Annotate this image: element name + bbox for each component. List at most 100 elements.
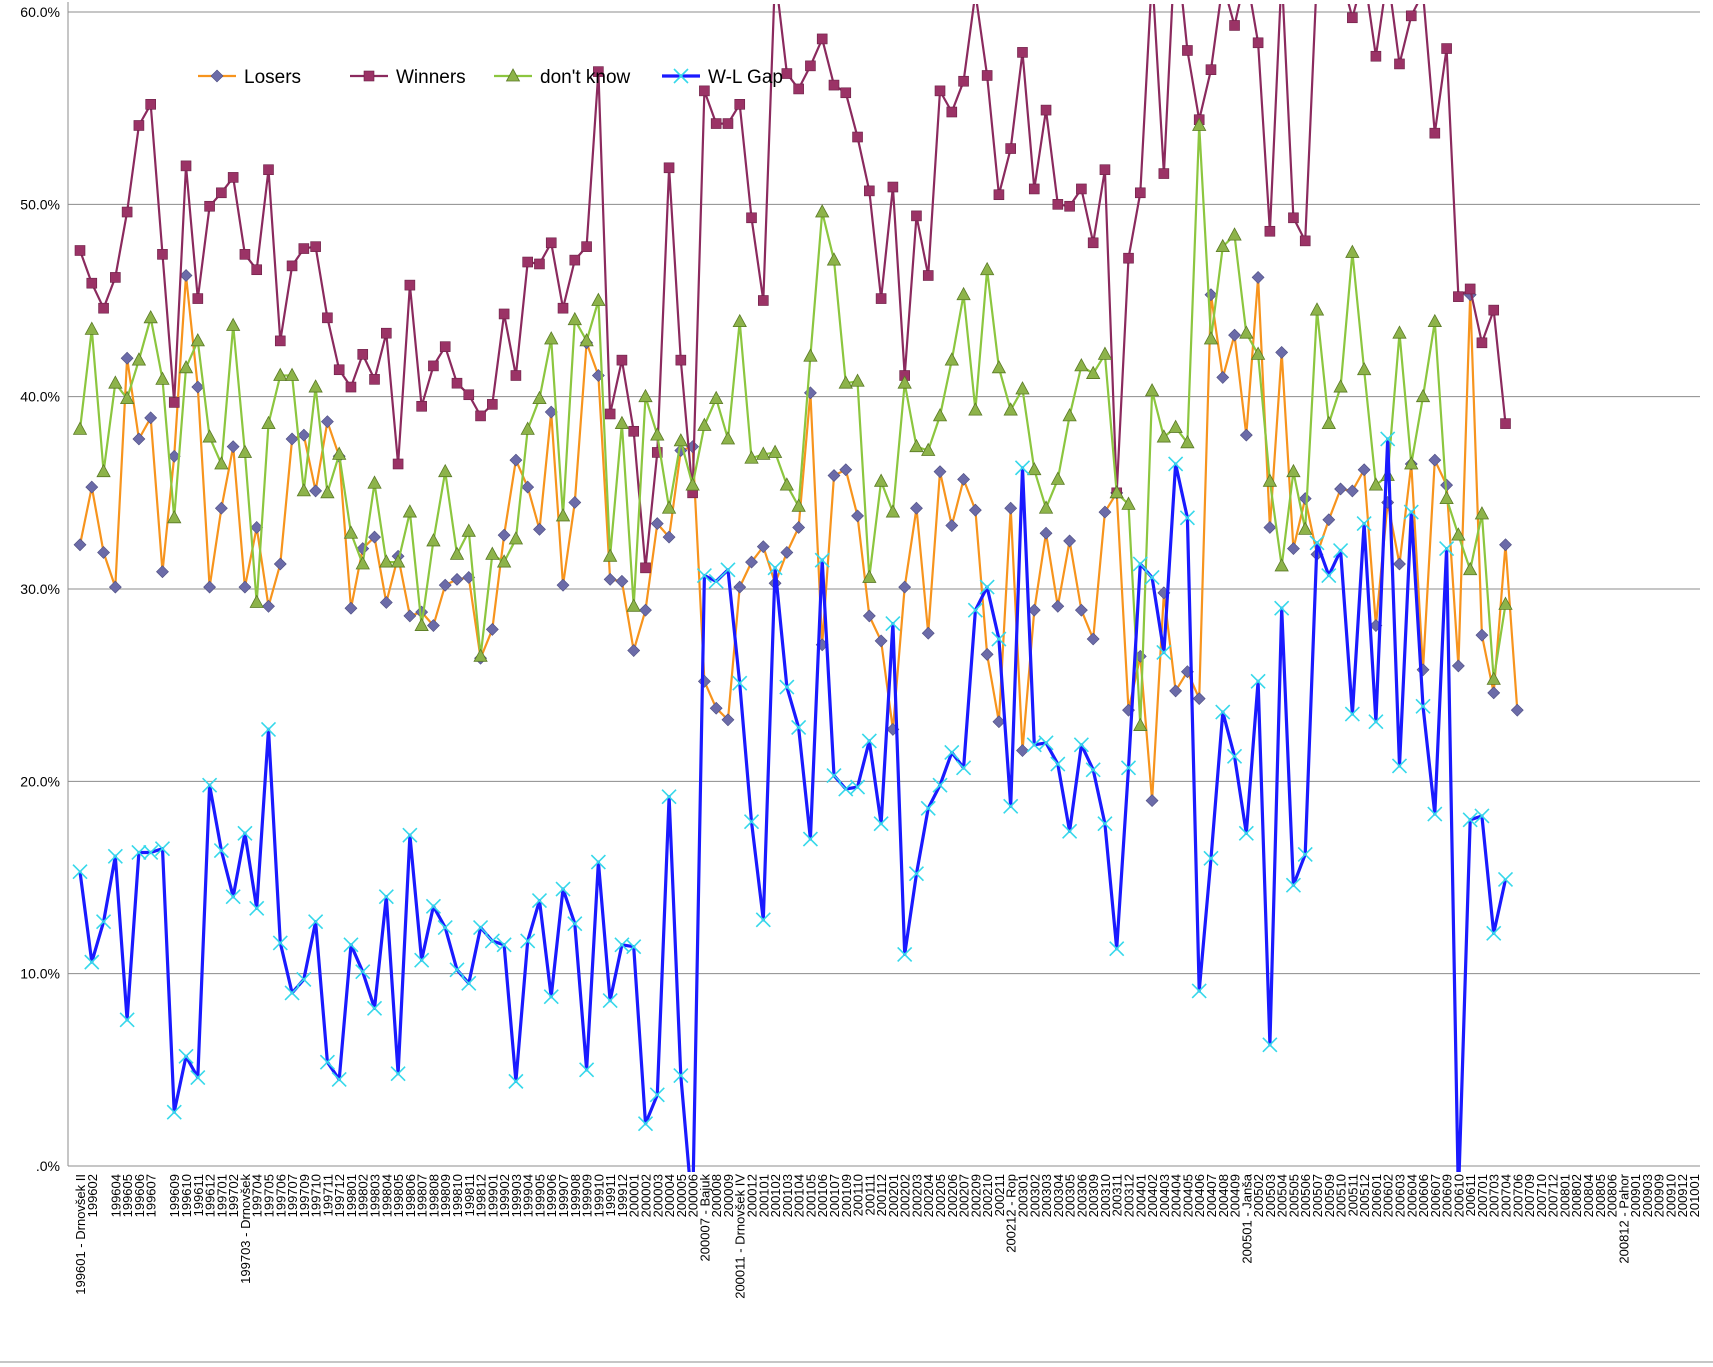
x-tick-label: 200306 <box>1074 1174 1089 1217</box>
x-tick-label: 199806 <box>403 1174 418 1217</box>
data-point <box>1050 471 1065 485</box>
x-tick-label: 199711 <box>320 1174 335 1216</box>
x-tick-label: 200503 <box>1263 1174 1278 1217</box>
data-point <box>968 503 982 517</box>
data-point <box>274 335 286 347</box>
data-point <box>272 935 288 951</box>
data-point <box>1120 760 1137 776</box>
x-tick-label: 200102 <box>768 1174 783 1217</box>
data-point <box>461 523 476 537</box>
data-point <box>921 626 935 640</box>
data-point <box>496 937 512 953</box>
data-point <box>581 241 592 252</box>
x-tick-label: 200806 <box>1605 1174 1620 1217</box>
x-tick-label: 199904 <box>521 1174 536 1217</box>
data-point <box>1074 358 1089 372</box>
x-tick-label: 199801 <box>344 1174 359 1217</box>
data-point <box>108 580 122 594</box>
data-point <box>897 946 913 962</box>
data-point <box>826 767 842 784</box>
data-point <box>225 889 241 905</box>
data-point <box>696 567 712 584</box>
x-tick-label: 200506 <box>1298 1174 1313 1217</box>
data-point <box>1428 453 1442 467</box>
data-point <box>908 866 925 882</box>
data-point <box>1005 143 1017 154</box>
data-point <box>260 721 277 737</box>
x-tick-label: 200003 <box>650 1174 665 1217</box>
data-point <box>284 985 300 1001</box>
data-point <box>685 477 700 491</box>
data-point <box>803 348 818 362</box>
data-point <box>216 187 227 199</box>
data-point <box>403 609 417 623</box>
data-point <box>1203 850 1219 866</box>
data-point <box>251 264 263 276</box>
x-tick-label: 200301 <box>1015 1174 1030 1217</box>
data-point <box>1028 183 1040 195</box>
data-point <box>1227 227 1242 241</box>
x-tick-label: 200311 <box>1110 1174 1125 1216</box>
data-point <box>626 939 642 955</box>
data-point <box>650 427 665 441</box>
data-point <box>414 617 429 631</box>
data-point <box>602 548 618 562</box>
x-tick-label: 199611 <box>191 1174 206 1216</box>
x-tick-label: 200812 - Pahor <box>1616 1173 1631 1263</box>
data-point <box>203 580 217 594</box>
data-point <box>498 308 510 320</box>
x-tick-label: 199811 <box>462 1174 477 1216</box>
x-tick-label: 200205 <box>933 1174 948 1217</box>
data-point <box>438 463 453 478</box>
x-tick-label: 200510 <box>1334 1174 1349 1217</box>
data-point <box>1051 599 1065 613</box>
data-point <box>637 1116 654 1132</box>
x-tick-label: 199702 <box>226 1174 241 1217</box>
x-tick-label: 199803 <box>368 1174 383 1217</box>
data-point <box>331 1071 347 1088</box>
x-tick-label: 199807 <box>415 1174 430 1217</box>
data-point <box>1076 183 1087 195</box>
data-point <box>911 210 922 222</box>
data-point <box>1169 684 1183 698</box>
legend-marker <box>210 69 224 83</box>
data-point <box>885 616 901 632</box>
data-point <box>1345 484 1359 498</box>
data-point <box>119 1012 135 1028</box>
x-tick-label: 200212 - Rop <box>1004 1174 1019 1253</box>
data-point <box>602 993 618 1009</box>
data-point <box>1497 871 1514 887</box>
x-tick-label: 200704 <box>1499 1174 1514 1217</box>
data-point <box>627 644 641 657</box>
data-point <box>1262 473 1278 487</box>
x-tick-label: 200008 <box>709 1174 724 1217</box>
data-point <box>543 989 559 1005</box>
data-point <box>1038 735 1054 751</box>
data-point <box>237 825 253 841</box>
series-line <box>78 4 1507 569</box>
data-point <box>143 844 159 861</box>
data-point <box>1016 744 1029 757</box>
data-point <box>875 293 887 304</box>
data-point <box>414 952 430 968</box>
x-tick-label: 200105 <box>803 1174 818 1217</box>
data-point <box>1370 50 1382 62</box>
x-tick-label: 199609 <box>167 1174 182 1217</box>
data-point <box>310 241 321 252</box>
data-point <box>852 131 863 143</box>
data-point <box>697 417 712 431</box>
data-point <box>392 458 404 470</box>
x-tick-label: 200611 <box>1463 1174 1478 1216</box>
data-point <box>378 889 394 905</box>
data-point <box>1451 659 1465 673</box>
data-point <box>756 540 770 554</box>
data-point <box>225 317 241 331</box>
x-tick-label: 200903 <box>1640 1174 1655 1217</box>
data-point <box>956 286 971 301</box>
data-point <box>1368 477 1384 491</box>
data-point <box>1238 825 1254 841</box>
data-point <box>1462 812 1478 828</box>
x-tick-label: 200609 <box>1440 1174 1455 1217</box>
y-tick-label: .0% <box>36 1158 60 1174</box>
data-point <box>1215 238 1230 253</box>
